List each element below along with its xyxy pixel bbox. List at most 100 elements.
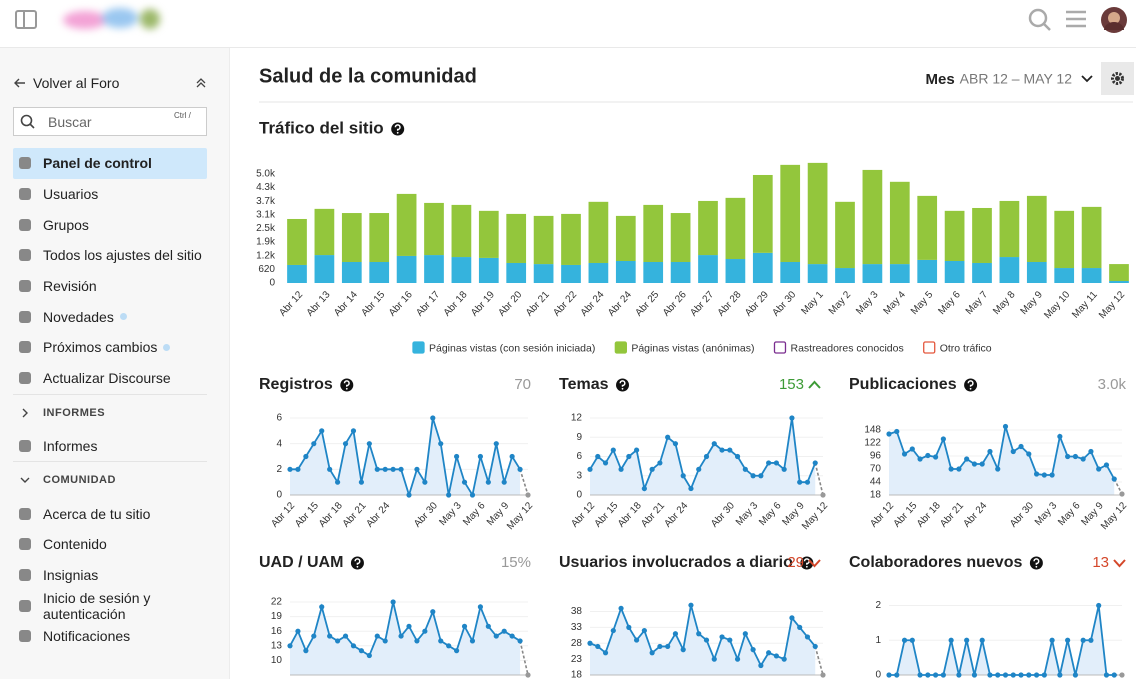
point [438,638,444,644]
help-dot [1035,565,1038,568]
point [382,638,388,644]
search-icon[interactable] [1028,8,1051,31]
bar-segment [972,262,992,283]
new-dot [119,313,127,321]
x-tick-label: May 9 [1019,289,1046,317]
nav-item[interactable]: Panel de control [13,148,207,179]
point [446,643,452,649]
help-icon[interactable] [391,122,405,136]
point [446,492,452,498]
nav-item[interactable]: Usuarios [13,179,207,210]
point [894,428,900,435]
y-tick-label: 2 [276,464,282,475]
legend-item[interactable]: Páginas vistas (con sesión iniciada) [412,341,595,354]
period-chevron[interactable] [1081,75,1093,83]
help-icon[interactable] [964,378,978,392]
nav-item[interactable]: Próximos cambios [13,332,207,363]
point [287,643,293,649]
help-dot [356,565,359,568]
menu-icon[interactable] [1066,10,1086,28]
point [901,451,908,457]
nav-item[interactable]: Todos los ajustes del sitio [13,240,207,271]
nav-item[interactable]: Revisión [13,271,207,302]
point [1010,672,1016,678]
bar-segment [314,208,335,256]
projected-line [519,640,529,676]
legend-item[interactable]: Otro tráfico [923,341,992,354]
point [602,460,609,466]
legend-swatch [412,341,425,354]
legend-label: Páginas vistas (con sesión iniciada) [429,342,595,354]
avatar[interactable] [1101,7,1127,33]
section-label: COMUNIDAD [43,474,116,487]
y-tick-label: 3.7k [256,196,276,207]
help-dot [969,387,972,390]
point [626,624,632,630]
point [766,460,772,466]
chevron-path [20,477,30,484]
help-dot [805,565,808,568]
point [688,602,694,608]
sidebar-toggle[interactable] [15,10,37,29]
nav-item[interactable]: Informes [13,431,207,462]
point [886,672,892,678]
bar-segment [615,215,636,261]
bar-segment [1054,268,1075,283]
bar-segment [889,264,910,283]
back-link[interactable]: Volver al Foro [13,68,207,98]
collapse-icon[interactable] [195,77,207,89]
bar-segment [670,261,691,283]
nav-item[interactable]: Insignias [13,560,207,591]
point [501,628,507,634]
point [789,415,795,421]
point [1096,602,1102,609]
help-icon[interactable] [1029,556,1043,570]
point [469,492,476,498]
help-icon[interactable] [350,556,364,570]
area [290,602,521,675]
help-icon[interactable] [616,378,630,392]
bar-segment [588,262,609,283]
legend-label: Rastreadores conocidos [790,342,903,354]
bar-segment [725,197,746,260]
x-tick-label: Abr 21 [938,500,966,530]
x-tick-label: Abr 18 [616,500,644,530]
point [804,634,811,640]
search-box[interactable]: Buscar Ctrl / [13,107,207,136]
point [711,656,717,662]
bar-segment [451,204,472,258]
point [358,479,364,485]
settings-button[interactable] [1101,62,1134,95]
point [327,633,333,639]
help-icon[interactable] [340,378,354,392]
section-heading[interactable]: INFORMES [13,393,207,431]
bar-segment [561,213,581,265]
section-heading[interactable]: COMUNIDAD [13,461,207,498]
legend-item[interactable]: Rastreadores conocidos [773,341,904,354]
chevron [20,477,30,484]
site-logo[interactable] [63,8,160,29]
nav-item[interactable]: Actualizar Discourse [13,363,207,394]
headline-value: 15% [501,554,531,571]
point [766,650,772,656]
legend-item[interactable]: Páginas vistas (anónimas) [614,341,754,354]
bar-segment [999,200,1020,258]
nav-item[interactable]: Notificaciones [13,621,207,652]
nav-item[interactable]: Grupos [13,209,207,240]
point [680,647,686,653]
bar-segment [341,213,362,262]
bar-segment [835,201,855,269]
search-icon [20,114,35,129]
nav-icon [19,372,31,385]
point [711,441,717,447]
point [587,466,593,472]
nav-item[interactable]: Inicio de sesión y autenticación [13,590,207,622]
point [303,453,309,460]
point [398,633,404,639]
nav-item[interactable]: Acerca de tu sitio [13,498,207,529]
nav-item[interactable]: Novedades [13,301,207,332]
nav-item[interactable]: Contenido [13,529,207,560]
x-tick-label: Abr 16 [387,289,415,319]
point [758,473,764,479]
bar-segment [396,193,417,256]
